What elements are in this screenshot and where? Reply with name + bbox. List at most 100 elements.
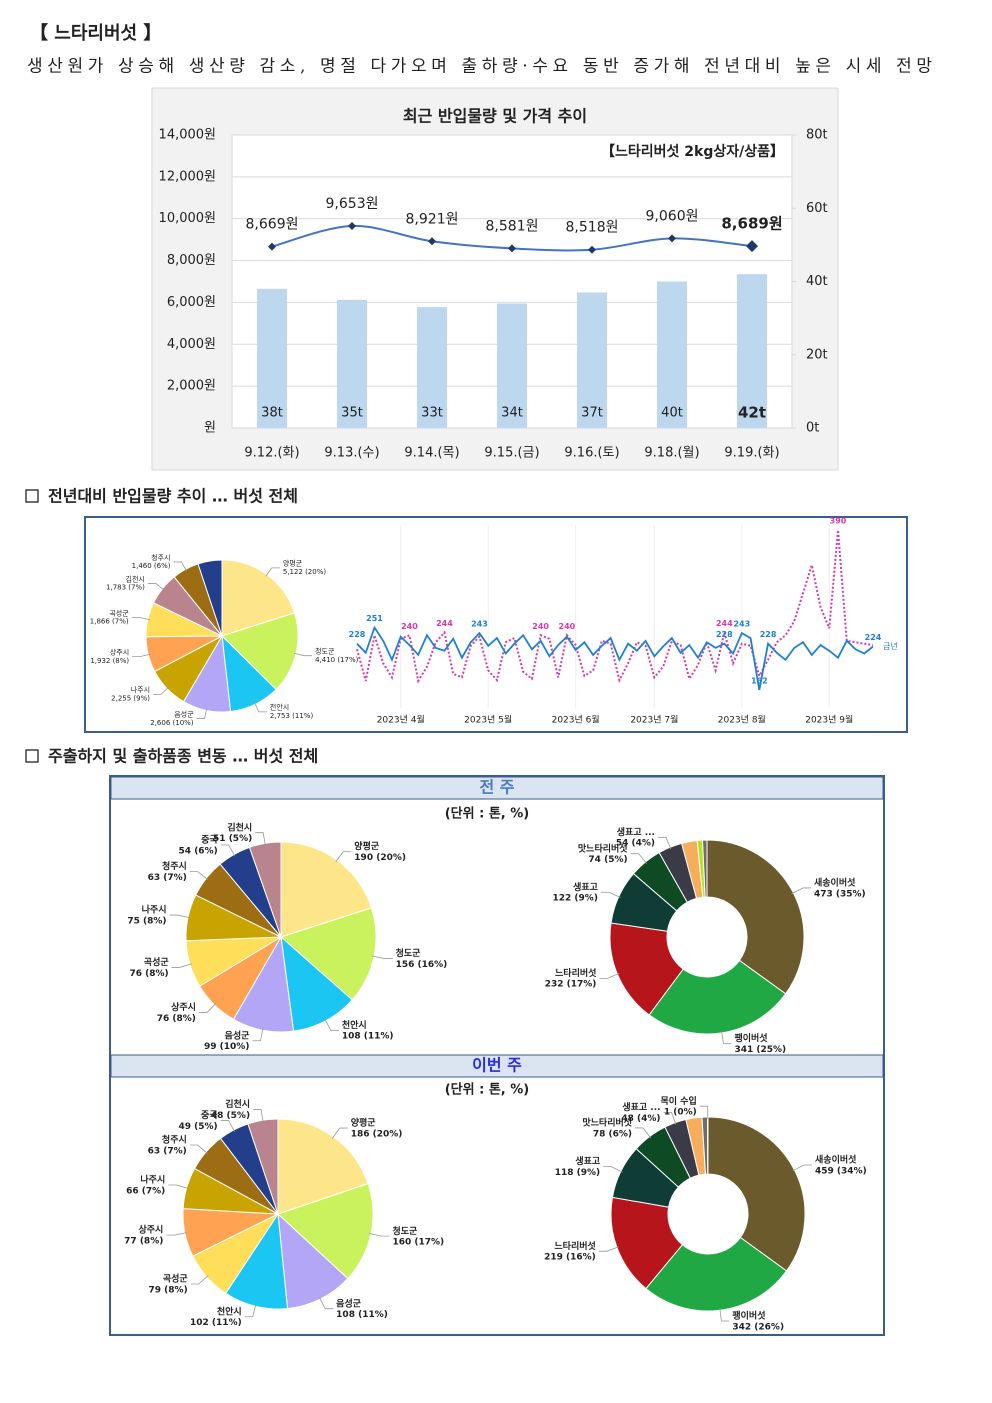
leader-line xyxy=(324,1018,339,1031)
slice-value: 108 (11%) xyxy=(336,1310,388,1320)
slice-category: 맛느타리버섯 xyxy=(582,1116,632,1128)
leader-line xyxy=(658,836,672,850)
frame-band xyxy=(110,1054,884,1078)
price-label: 8,669원 xyxy=(246,217,299,233)
slice-value: 459 (34%) xyxy=(815,1166,867,1176)
slice-category: 음성군 xyxy=(225,1029,251,1041)
slice-category: 생표고 ... xyxy=(622,1101,660,1113)
slice-category: 천안시 xyxy=(342,1019,367,1030)
slice-category: 청주시 xyxy=(162,860,187,872)
slice-value: 108 (11%) xyxy=(342,1031,394,1041)
leader-line xyxy=(171,963,193,968)
chart-subtitle: 【느타리버섯 2kg상자/상품】 xyxy=(601,143,784,160)
bar xyxy=(417,307,447,428)
slice-label: 청도군 4,410 (17%) xyxy=(315,647,359,663)
leader-line xyxy=(244,1304,257,1318)
bar-label: 40t xyxy=(661,406,683,421)
data-label: 244 xyxy=(436,619,453,628)
slice-label: 생표고 122 (9%) xyxy=(553,880,598,903)
leader-line xyxy=(189,1144,208,1154)
data-label: 390 xyxy=(830,517,847,526)
slice-value: 4,410 (17%) xyxy=(315,656,359,664)
data-label: 243 xyxy=(733,620,750,629)
slice-label: 곡성군 79 (8%) xyxy=(149,1272,189,1295)
y2-tick-label: 40t xyxy=(806,274,828,289)
bar xyxy=(257,288,287,428)
bar-label: 37t xyxy=(581,406,603,421)
slice-value: 156 (16%) xyxy=(396,959,448,969)
bar-label: 35t xyxy=(341,406,363,421)
slice-value: 232 (17%) xyxy=(545,979,597,989)
bar xyxy=(657,281,687,428)
data-label: 251 xyxy=(366,614,383,623)
donut-slice xyxy=(701,839,708,898)
data-label: 224 xyxy=(865,633,882,642)
leader-line xyxy=(190,1275,209,1285)
slice-value: 51 (5%) xyxy=(213,834,252,844)
slice-label: 중국 54 (6%) xyxy=(179,834,219,856)
leader-line xyxy=(792,1164,813,1172)
leader-line xyxy=(131,617,150,621)
slice-label: 맛느타리버섯 78 (6%) xyxy=(582,1116,632,1139)
slice-value: 2,255 (9%) xyxy=(111,695,150,703)
donut-slice xyxy=(648,959,787,1035)
slice-value: 77 (8%) xyxy=(124,1236,163,1246)
slice-category: 생표고 ... xyxy=(617,825,655,837)
leader-line xyxy=(791,887,811,895)
y-tick-label: 원 xyxy=(204,421,216,436)
leader-line xyxy=(603,1166,623,1173)
slice-category: 음성군 xyxy=(336,1297,362,1309)
slice-category: 청주시 xyxy=(151,554,170,562)
slice-label: 상주시 1,932 (8%) xyxy=(90,647,129,664)
x-tick-label: 2023년 6월 xyxy=(552,714,600,726)
slice-value: 190 (20%) xyxy=(354,852,406,862)
slice-label: 나주시 66 (7%) xyxy=(126,1173,165,1196)
x-tick-label: 2023년 8월 xyxy=(718,714,766,726)
slice-label: 곡성군 76 (8%) xyxy=(129,956,169,979)
bar xyxy=(577,292,607,428)
bar-label: 38t xyxy=(261,406,283,421)
slice-category: 김천시 xyxy=(126,574,145,583)
bar-label: 42t xyxy=(738,404,766,422)
price-marker xyxy=(746,240,758,253)
slice-category: 천안시 xyxy=(270,703,289,712)
slice-value: 74 (5%) xyxy=(588,855,627,865)
leader-line xyxy=(663,1112,677,1125)
slice-label: 나주시 2,255 (9%) xyxy=(111,685,150,702)
slice-value: 118 (9%) xyxy=(555,1168,600,1178)
x-tick-label: 2023년 7월 xyxy=(630,714,678,726)
leader-line xyxy=(635,1127,652,1139)
slice-label: 천안시 108 (11%) xyxy=(342,1019,394,1041)
slice-label: 양평군 5,122 (20%) xyxy=(283,559,327,576)
slice-value: 2,753 (11%) xyxy=(270,712,314,720)
donut-slice xyxy=(645,1236,788,1312)
slice-value: 1,783 (7%) xyxy=(106,584,145,592)
slice-value: 54 (4%) xyxy=(616,838,655,848)
slice-category: 양평군 xyxy=(354,840,380,852)
data-label: 240 xyxy=(401,622,418,631)
data-label: 244 xyxy=(716,619,733,628)
trend-line xyxy=(356,625,874,691)
data-label: 243 xyxy=(471,620,488,629)
leader-line xyxy=(252,1028,264,1042)
slice-category: 중국 xyxy=(201,1110,218,1121)
leader-line xyxy=(168,1184,189,1189)
slice-label: 청주시 1,460 (6%) xyxy=(132,554,171,570)
price-label: 9,653원 xyxy=(326,196,379,212)
section-heading: 주출하지 및 출하품종 변동 … 버섯 전체 xyxy=(48,747,318,766)
slice-value: 48 (4%) xyxy=(621,1113,660,1123)
bar-label: 34t xyxy=(501,406,523,421)
slice-label: 팽이버섯 341 (25%) xyxy=(734,1032,786,1055)
slice-label: 생표고 ... 48 (4%) xyxy=(621,1101,660,1124)
slice-value: 5,122 (20%) xyxy=(283,568,327,576)
leader-line xyxy=(153,686,169,695)
slice-label: 중국 49 (5%) xyxy=(178,1110,218,1132)
trend-line xyxy=(356,529,874,684)
leader-line xyxy=(335,851,352,863)
y-tick-label: 4,000원 xyxy=(167,337,216,352)
slice-category: 생표고 xyxy=(575,1155,600,1167)
slice-label: 새송이버섯 459 (34%) xyxy=(815,1153,867,1176)
slice-value: 78 (6%) xyxy=(593,1129,632,1139)
donut-slice xyxy=(706,839,805,995)
slice-category: 청도군 xyxy=(396,947,422,959)
